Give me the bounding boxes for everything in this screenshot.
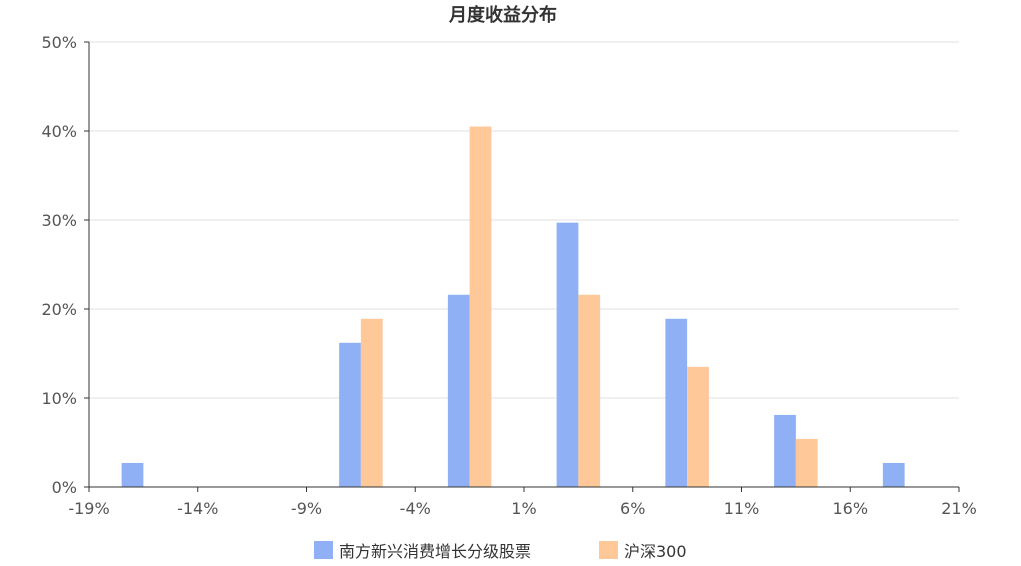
legend-swatch xyxy=(314,541,333,559)
x-axis-ticks: -19% -14% -9% -4% 1% 6% 11% 16% 21% xyxy=(68,487,977,518)
y-tick-label: 0% xyxy=(52,478,77,497)
legend-swatch xyxy=(599,541,618,559)
y-tick-label: 20% xyxy=(41,300,77,319)
bar-csi300-5 xyxy=(687,366,709,487)
bar-fund-7 xyxy=(882,462,905,487)
x-tick-label: 6% xyxy=(620,499,645,518)
bar-csi300-3 xyxy=(469,126,492,488)
bar-fund-0 xyxy=(121,462,144,487)
legend: 南方新兴消费增长分级股票 沪深300 xyxy=(314,541,687,561)
bars xyxy=(121,126,905,488)
x-tick-label: 1% xyxy=(511,499,536,518)
bar-fund-4 xyxy=(556,222,579,488)
bar-csi300-2 xyxy=(360,318,383,487)
y-axis-ticks: 0% 10% 20% 30% 40% 50% xyxy=(41,33,89,497)
bar-fund-2 xyxy=(339,342,361,487)
y-tick-label: 30% xyxy=(41,211,77,230)
x-tick-label: -4% xyxy=(400,499,431,518)
y-tick-label: 40% xyxy=(41,122,77,141)
x-tick-label: 21% xyxy=(941,499,977,518)
x-tick-label: 11% xyxy=(724,499,760,518)
legend-label: 沪深300 xyxy=(624,542,687,561)
y-tick-label: 10% xyxy=(41,389,77,408)
legend-label: 南方新兴消费增长分级股票 xyxy=(339,542,531,561)
x-tick-label: -9% xyxy=(291,499,322,518)
bar-csi300-4 xyxy=(578,294,601,487)
axes xyxy=(88,42,959,488)
chart-title: 月度收益分布 xyxy=(448,4,557,26)
bar-fund-6 xyxy=(774,414,796,487)
x-tick-label: -19% xyxy=(68,499,109,518)
bar-fund-5 xyxy=(665,318,688,487)
x-tick-label: -14% xyxy=(177,499,218,518)
y-tick-label: 50% xyxy=(41,33,77,52)
x-tick-label: 16% xyxy=(832,499,868,518)
bar-csi300-6 xyxy=(795,438,818,487)
bar-fund-3 xyxy=(447,294,470,487)
grid xyxy=(89,41,959,399)
